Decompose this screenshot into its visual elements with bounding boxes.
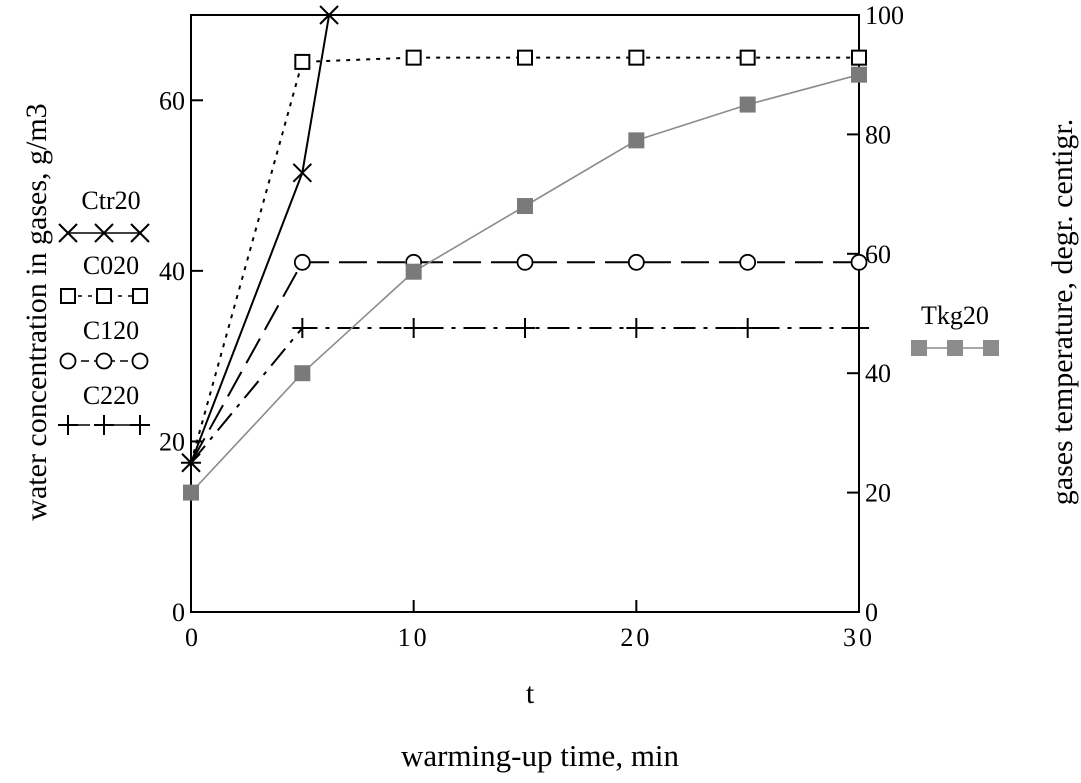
legend-marker xyxy=(96,288,112,304)
legend-marker xyxy=(132,288,148,304)
series-ctr20 xyxy=(190,5,339,464)
legend-label-c220: C220 xyxy=(83,381,139,410)
right-tick-label: 60 xyxy=(865,240,891,269)
legend-sample-ctr20 xyxy=(58,223,150,243)
data-point xyxy=(294,365,311,382)
series-layer xyxy=(181,5,869,501)
right-axis-ticks: 0 20 40 60 80 100 xyxy=(847,1,904,627)
x-tick-label: 20 xyxy=(620,623,652,652)
legend-right: Tkg20 xyxy=(911,301,999,356)
right-tick-label: 40 xyxy=(865,359,891,388)
data-point xyxy=(319,5,339,25)
series-line-ctr20 xyxy=(190,14,331,464)
x-axis-var-label: t xyxy=(526,677,535,710)
data-point xyxy=(293,253,311,271)
data-point xyxy=(851,49,867,66)
legend-label-c120: C120 xyxy=(83,316,139,345)
legend-marker xyxy=(130,415,150,435)
data-point xyxy=(516,253,534,271)
data-point xyxy=(515,317,535,338)
legend-marker xyxy=(130,223,150,243)
left-tick-label: 40 xyxy=(159,257,185,286)
data-point xyxy=(737,317,758,338)
right-tick-label: 80 xyxy=(865,120,891,149)
right-tick-label: 100 xyxy=(865,1,904,30)
x-tick-label: 30 xyxy=(843,623,875,652)
series-tkg20 xyxy=(183,66,867,501)
data-point xyxy=(292,317,313,338)
start-point-plus xyxy=(181,452,201,473)
series-line-c120 xyxy=(190,261,859,464)
data-point xyxy=(628,49,645,66)
legend-sample-c220 xyxy=(58,415,150,435)
legend-marker xyxy=(60,288,76,304)
data-point xyxy=(294,53,311,70)
start-marker xyxy=(181,452,201,473)
x-tick-label: 10 xyxy=(398,623,430,652)
data-point xyxy=(739,96,756,113)
data-point xyxy=(183,484,199,501)
data-point xyxy=(851,66,867,83)
data-point xyxy=(739,49,756,66)
legend-marker xyxy=(95,352,113,370)
right-tick-label: 0 xyxy=(865,598,878,627)
series-c020 xyxy=(190,49,867,464)
data-point xyxy=(405,263,422,280)
right-tick-label: 20 xyxy=(865,479,891,508)
data-point xyxy=(517,198,533,215)
data-point xyxy=(628,132,645,149)
data-point xyxy=(739,253,757,271)
legend-marker xyxy=(911,340,927,356)
series-c220 xyxy=(190,317,869,464)
plot-area-border xyxy=(190,14,860,613)
legend-marker xyxy=(94,415,114,435)
legend-marker xyxy=(58,223,78,243)
legend-label-ctr20: Ctr20 xyxy=(81,186,140,215)
left-tick-label: 60 xyxy=(159,86,185,115)
legend-marker xyxy=(59,352,77,370)
legend-sample-c020 xyxy=(60,288,148,304)
data-point xyxy=(849,317,869,338)
legend-label-tkg20: Tkg20 xyxy=(921,301,989,330)
left-axis-label: water concentration in gases, g/m3 xyxy=(20,103,53,520)
legend-marker xyxy=(131,352,149,370)
x-axis-ticks: 0 10 20 30 xyxy=(185,600,875,652)
legend-marker xyxy=(94,223,114,243)
legend-sample-c120 xyxy=(59,352,149,370)
legend-label-c020: C020 xyxy=(83,251,139,280)
plot-frame xyxy=(190,14,860,613)
legend-marker xyxy=(983,340,999,356)
legend-marker xyxy=(58,415,78,435)
data-point xyxy=(403,317,424,338)
left-tick-label: 20 xyxy=(159,427,185,456)
data-point xyxy=(626,317,647,338)
right-axis-label: gases temperature, degr. centigr. xyxy=(1046,119,1079,506)
data-point xyxy=(850,253,868,271)
series-c120 xyxy=(190,253,868,464)
data-point xyxy=(405,49,422,66)
data-point xyxy=(627,253,645,271)
series-line-c220 xyxy=(190,327,859,464)
data-point xyxy=(517,49,533,66)
legend-sample-tkg20 xyxy=(911,340,999,356)
left-axis-ticks: 0 20 40 60 xyxy=(159,86,203,627)
x-tick-label: 0 xyxy=(185,623,201,652)
data-point xyxy=(292,163,313,183)
legend-marker xyxy=(947,340,963,356)
x-axis-label: warming-up time, min xyxy=(401,738,680,773)
left-tick-label: 0 xyxy=(172,598,185,627)
legend-left: Ctr20 C020 C120 C220 xyxy=(58,186,150,435)
